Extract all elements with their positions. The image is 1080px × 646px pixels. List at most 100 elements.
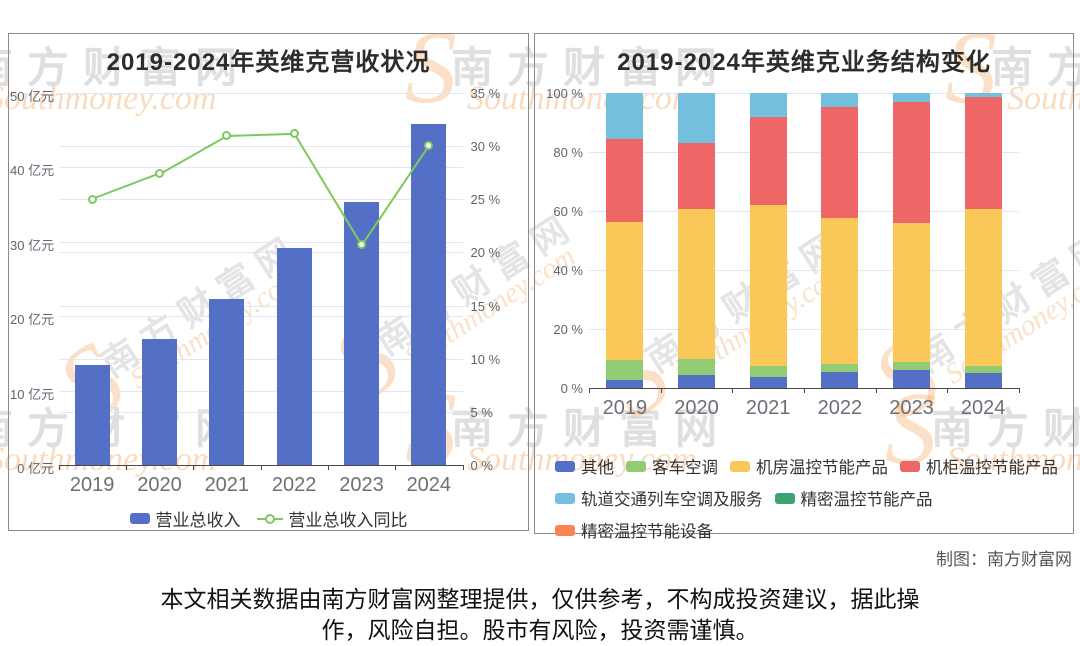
gridline (58, 390, 463, 392)
stacked-bar-segment[interactable] (678, 359, 715, 376)
gridline (58, 316, 463, 318)
stacked-bar-segment[interactable] (893, 223, 930, 362)
gridline (58, 199, 463, 201)
gridline (589, 210, 1019, 212)
stacked-bar-segment[interactable] (749, 205, 787, 366)
x-axis-tick (125, 465, 127, 470)
y-axis-label-left: 0 亿元 (17, 461, 54, 476)
y-axis-label-left: 30 亿元 (10, 237, 55, 253)
revenue-chart-panel: 2019-2024年英维克营收状况 0 亿元 10 亿元 20 亿元 30 亿元 40 … (8, 33, 529, 531)
x-axis-label: 2024 (960, 397, 1006, 420)
growth-line-point[interactable] (87, 194, 97, 204)
legend-label: 客车空调 (652, 459, 718, 477)
growth-line-point[interactable] (357, 240, 366, 250)
revenue-bar[interactable] (276, 247, 312, 465)
credit-text: 制图：南方财富网 (936, 550, 1072, 569)
gridline (58, 146, 463, 148)
y-axis-label-left: 50 亿元 (10, 89, 55, 104)
gridline (589, 92, 1019, 94)
legend-label: 轨道交通列车空调及服务 (581, 491, 763, 509)
x-axis-label: 2020 (674, 397, 719, 420)
growth-line-segment (293, 132, 363, 246)
stacked-bar-segment[interactable] (606, 92, 644, 139)
y-axis-label: 40 % (553, 263, 583, 279)
x-axis-tick (395, 465, 397, 470)
x-axis-tick (589, 388, 590, 394)
stacked-bar-segment[interactable] (749, 117, 787, 206)
stacked-bar-segment[interactable] (749, 365, 787, 377)
x-axis-label: 2022 (817, 397, 863, 420)
legend-swatch-icon (774, 492, 795, 504)
x-axis-tick (1019, 388, 1020, 394)
stacked-bar-segment[interactable] (678, 208, 715, 360)
legend-item[interactable]: 机房温控节能产品 (730, 454, 888, 478)
legend-item-growth[interactable]: 营业总收入同比 (256, 506, 408, 531)
stacked-bar-segment[interactable] (821, 364, 859, 372)
stacked-bar-segment[interactable] (964, 366, 1002, 373)
legend-label: 营业总收入 (155, 511, 241, 530)
growth-line-segment (159, 134, 228, 175)
revenue-bar[interactable] (411, 123, 447, 465)
y-axis-label-right: 10 % (470, 351, 501, 367)
y-axis-label: 0 % (560, 381, 583, 397)
revenue-chart-title: 2019-2024年英维克营收状况 (106, 49, 431, 76)
stacked-bar-segment[interactable] (893, 102, 930, 224)
stacked-bar-segment[interactable] (893, 92, 930, 103)
x-axis-tick (193, 465, 195, 470)
legend-line-ring-icon (264, 513, 275, 524)
legend-item[interactable]: 轨道交通列车空调及服务 (555, 486, 763, 510)
legend-item[interactable]: 机柜温控节能产品 (900, 454, 1058, 478)
stacked-bar-segment[interactable] (606, 359, 644, 381)
stacked-bar-segment[interactable] (821, 107, 859, 219)
x-axis-tick (260, 465, 262, 470)
legend-item-revenue[interactable]: 营业总收入 (129, 506, 241, 531)
stacked-bar-segment[interactable] (678, 92, 715, 143)
stacked-bar-segment[interactable] (821, 371, 859, 389)
y-axis-label-right: 30 % (470, 139, 501, 155)
legend-swatch-icon (555, 460, 575, 472)
legend-item[interactable]: 客车空调 (626, 454, 718, 478)
stacked-bar-segment[interactable] (893, 369, 930, 389)
revenue-bar[interactable] (74, 365, 110, 465)
stacked-bar-segment[interactable] (749, 376, 787, 389)
stacked-bar-segment[interactable] (606, 221, 644, 360)
stacked-bar-segment[interactable] (964, 372, 1002, 389)
growth-line-point[interactable] (155, 169, 164, 179)
x-axis-label: 2024 (406, 474, 452, 496)
structure-chart-legend: 其他 客车空调 机房温控节能产品 机柜温控节能产品轨道交通列车空调及服务 精密温控节能产… (555, 454, 1063, 542)
gridline (58, 358, 463, 360)
structure-chart-plot: 0 % 20 % 40 % 60 % 80 % 100 % 2019 2020 2021 2022… (535, 34, 1073, 533)
stacked-bar-segment[interactable] (606, 380, 644, 389)
stacked-bar-segment[interactable] (964, 208, 1002, 367)
gridline (58, 252, 463, 254)
stacked-bar-segment[interactable] (749, 92, 787, 118)
legend-item[interactable]: 其他 (555, 454, 614, 478)
x-axis-label: 2019 (602, 397, 648, 420)
legend-swatch-icon (730, 460, 750, 472)
y-axis-label-right: 15 % (470, 298, 501, 314)
x-axis-tick (804, 388, 805, 394)
revenue-chart-plot: 0 亿元 10 亿元 20 亿元 30 亿元 40 亿元 50 亿元 0 % 5 % 10 % 1… (9, 34, 528, 530)
stacked-bar-segment[interactable] (606, 138, 644, 222)
stacked-bar-segment[interactable] (678, 142, 715, 209)
legend-swatch-icon (626, 460, 646, 472)
x-axis-label: 2022 (271, 474, 317, 496)
stacked-bar-segment[interactable] (821, 92, 859, 108)
stacked-bar-segment[interactable] (964, 97, 1002, 209)
y-axis-label-right: 5 % (470, 404, 493, 420)
y-axis-label: 80 % (553, 144, 583, 160)
growth-line-point[interactable] (222, 131, 232, 140)
legend-item[interactable]: 精密温控节能设备 (555, 518, 713, 542)
legend-line-icon (256, 513, 283, 524)
x-axis-tick (660, 388, 662, 394)
stacked-bar-segment[interactable] (821, 218, 859, 365)
legend-item[interactable]: 精密温控节能产品 (774, 486, 933, 510)
growth-line-point[interactable] (424, 140, 434, 150)
revenue-bar[interactable] (209, 299, 245, 465)
legend-label: 其他 (581, 459, 614, 477)
growth-line-point[interactable] (289, 128, 299, 138)
revenue-bar[interactable] (142, 338, 177, 465)
stacked-bar-segment[interactable] (964, 92, 1002, 98)
stacked-bar-segment[interactable] (678, 375, 715, 389)
stacked-bar-segment[interactable] (893, 361, 930, 370)
